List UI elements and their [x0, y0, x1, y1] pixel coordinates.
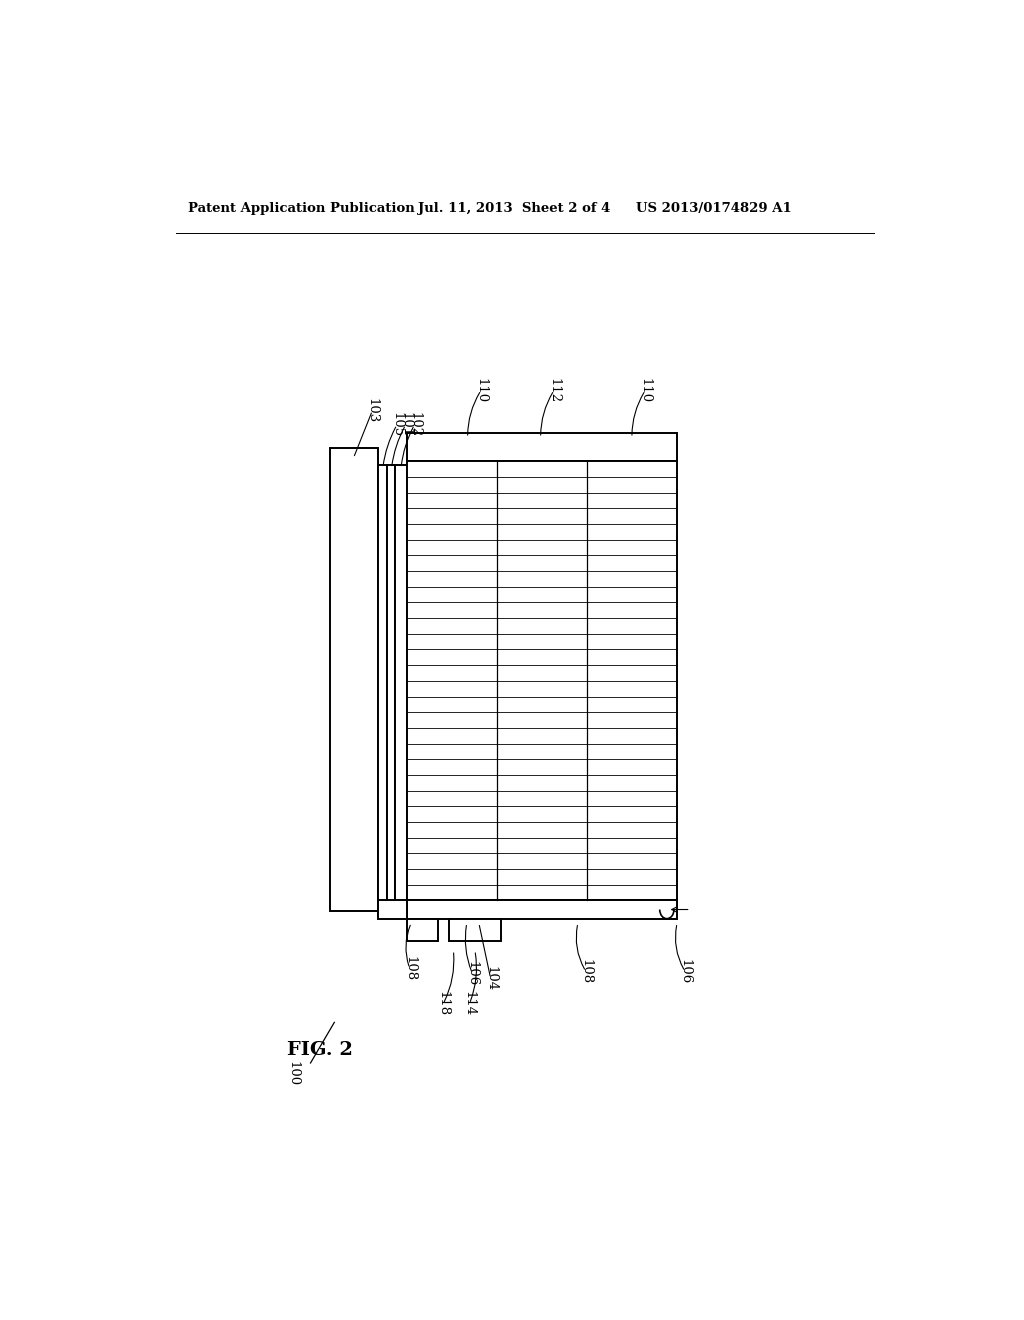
Bar — [408, 461, 677, 900]
Text: 112: 112 — [548, 378, 561, 403]
Bar — [378, 466, 387, 903]
Text: 103: 103 — [366, 397, 379, 424]
Text: Jul. 11, 2013  Sheet 2 of 4: Jul. 11, 2013 Sheet 2 of 4 — [418, 202, 610, 215]
Text: 108: 108 — [580, 958, 593, 985]
Bar — [331, 447, 378, 911]
Bar — [450, 919, 501, 941]
Text: 100: 100 — [287, 1060, 299, 1086]
Text: 108: 108 — [403, 956, 416, 981]
Bar — [408, 919, 437, 941]
Text: Patent Application Publication: Patent Application Publication — [187, 202, 415, 215]
Text: 114: 114 — [463, 991, 476, 1016]
Text: FIG. 2: FIG. 2 — [287, 1040, 352, 1059]
Bar — [408, 900, 677, 919]
Bar — [387, 466, 394, 903]
Text: 102: 102 — [408, 412, 421, 437]
Text: 106: 106 — [679, 958, 691, 985]
Bar — [394, 466, 408, 903]
Text: 110: 110 — [639, 378, 652, 403]
Text: 105: 105 — [390, 412, 403, 437]
Bar — [378, 900, 408, 919]
Text: 118: 118 — [436, 991, 450, 1016]
Bar — [408, 433, 677, 461]
Text: 106: 106 — [466, 961, 479, 986]
Text: 104: 104 — [484, 966, 498, 991]
Text: 101: 101 — [399, 412, 413, 437]
Text: 110: 110 — [475, 378, 487, 403]
Text: US 2013/0174829 A1: US 2013/0174829 A1 — [636, 202, 792, 215]
